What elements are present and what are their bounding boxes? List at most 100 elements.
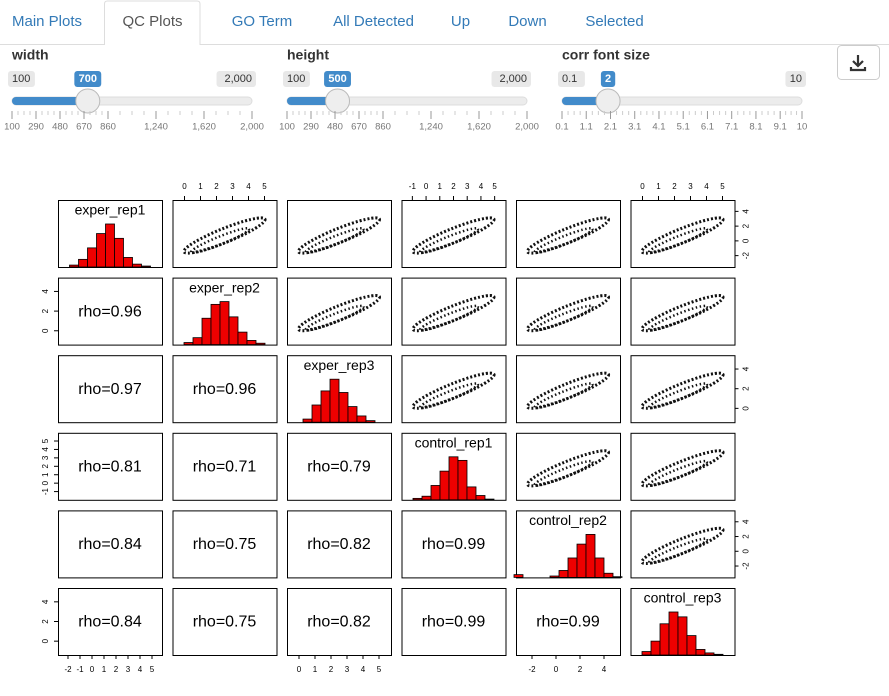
histogram-bar: [576, 543, 587, 578]
panel: rho=0.97: [58, 355, 163, 424]
axis-tick-label: 5: [41, 438, 50, 443]
slider-handle[interactable]: [75, 88, 101, 114]
tab-label[interactable]: Down: [508, 13, 546, 30]
slider[interactable]: corr font size 0.1 10 2 0.1 1.1 2.1 3.1 4.1 5.1 6.…: [555, 47, 807, 133]
download-button[interactable]: [837, 45, 880, 80]
axis-tick-label: 0: [41, 638, 50, 643]
axis-tick-label: -1: [76, 665, 84, 674]
slider-bound: 100: [287, 73, 305, 85]
tab[interactable]: GO Term: [232, 13, 293, 30]
axis-tick-label: 2: [742, 223, 751, 228]
axis-tick-label: 3: [230, 182, 235, 191]
slider-handle[interactable]: [325, 88, 351, 114]
panel-frame: [172, 200, 278, 268]
histogram-bar: [329, 378, 340, 423]
panel-frame: [516, 588, 621, 656]
axis-tick-label: 3: [126, 665, 131, 674]
slider-tick-label: 0.1: [555, 122, 568, 133]
slider[interactable]: height 100 2,000 500 100 290 480 670 860 1,240 1,6…: [279, 47, 539, 133]
point-cloud: [418, 227, 480, 255]
slider-fill: [287, 97, 338, 105]
point-cloud: [640, 371, 725, 410]
panel: [630, 200, 736, 268]
histogram-bar: [96, 233, 106, 268]
panel-frame: [58, 510, 163, 579]
histogram-bar: [123, 257, 133, 268]
tab[interactable]: Up: [451, 13, 470, 30]
panel: rho=0.79: [287, 432, 392, 501]
panel-frame: [172, 510, 278, 579]
badge: [216, 71, 256, 87]
point-cloud: [640, 526, 725, 566]
point-cloud: [418, 382, 480, 410]
axis-tick-label: 5: [720, 182, 725, 191]
slider-tick-label: 6.1: [701, 122, 714, 133]
axis-tick-label: 3: [41, 455, 50, 460]
slider-tick-label: 100: [279, 122, 295, 133]
slider-tick-label: 480: [52, 122, 68, 133]
axis-tick-label: 2: [114, 665, 119, 674]
slider[interactable]: width 100 2,000 700 100 290 480 670 860 1,240 1,62…: [4, 47, 264, 133]
slider-tick-label: 7.1: [725, 122, 738, 133]
tab[interactable]: Down: [508, 13, 546, 30]
histogram-bar: [219, 301, 230, 346]
panel: rho=0.82: [287, 588, 392, 656]
panel: [630, 277, 736, 346]
panel-frame: [401, 510, 507, 579]
slider-tick-label: 480: [327, 122, 343, 133]
point-cloud: [533, 227, 594, 255]
panel-frame: [401, 277, 507, 346]
point-cloud: [525, 449, 611, 488]
histogram-bar: [132, 263, 142, 268]
histogram-bar: [457, 459, 468, 501]
axis-tick-label: 0: [297, 665, 302, 674]
tab[interactable]: Selected: [585, 13, 643, 30]
histogram-bar: [641, 651, 652, 656]
tab-label[interactable]: Selected: [585, 13, 643, 30]
histogram-bar: [69, 264, 79, 268]
panel: rho=0.75: [172, 588, 278, 656]
panel-frame: [287, 277, 392, 346]
panel: rho=0.96: [58, 277, 163, 346]
tab-label[interactable]: GO Term: [232, 13, 293, 30]
panel: rho=0.84: [58, 510, 163, 579]
axis-tick-label: 4: [742, 209, 751, 214]
tab-label[interactable]: All Detected: [333, 13, 414, 30]
axis-tick-label: 4: [41, 289, 50, 294]
panel: [630, 432, 736, 501]
slider-label: width: [11, 47, 49, 63]
slider-tick-label: 1,620: [467, 122, 491, 133]
tab-label[interactable]: QC Plots: [122, 13, 182, 30]
panel: rho=0.82: [287, 510, 392, 579]
axis-tick-label: 0: [41, 328, 50, 333]
panel: exper_rep2: [172, 277, 278, 346]
tab[interactable]: Main Plots: [12, 13, 82, 30]
axis-tick-label: -2: [742, 562, 751, 570]
panel-frame: [58, 277, 163, 346]
histogram-bar: [210, 303, 221, 346]
panel-frame: [287, 588, 392, 656]
tab[interactable]: QC Plots: [104, 0, 201, 45]
badge: [283, 71, 310, 87]
panel: exper_rep3: [287, 355, 392, 424]
slider-fill: [12, 97, 88, 105]
tab[interactable]: All Detected: [333, 13, 414, 30]
panel-frame: [516, 277, 621, 346]
point-cloud: [525, 216, 611, 255]
histogram-bar: [668, 611, 679, 656]
histogram-bar: [105, 223, 115, 268]
point-cloud: [189, 227, 251, 255]
histogram-bar: [585, 534, 596, 578]
panel-frame: [516, 355, 621, 424]
point-cloud: [411, 371, 496, 410]
panel: [287, 200, 392, 268]
axis-tick-label: -2: [528, 665, 536, 674]
tab-label[interactable]: Up: [451, 13, 470, 30]
tab-label[interactable]: Main Plots: [12, 13, 82, 30]
point-cloud: [296, 293, 382, 333]
slider-handle[interactable]: [595, 88, 621, 114]
slider-tick-label: 2,000: [515, 122, 539, 133]
histogram-bar: [475, 495, 486, 501]
slider-tick-label: 9.1: [774, 122, 787, 133]
slider-tick-label: 290: [303, 122, 319, 133]
